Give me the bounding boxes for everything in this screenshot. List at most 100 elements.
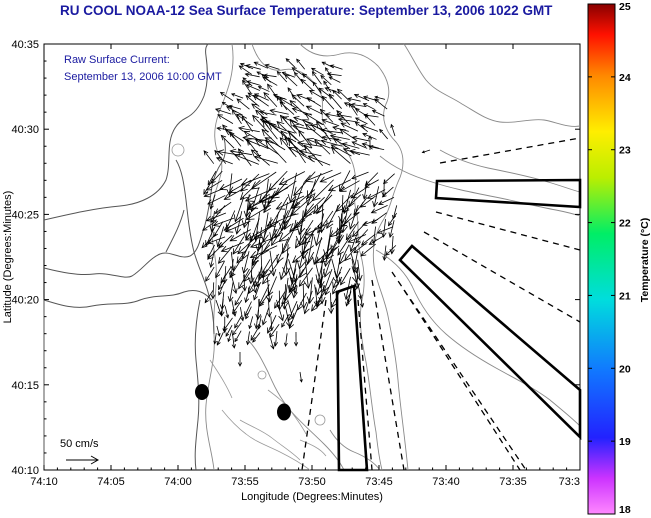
current-vector	[300, 78, 314, 92]
x-tick-label: 73:35	[499, 476, 527, 488]
current-vector	[207, 244, 224, 260]
current-vector	[351, 141, 368, 149]
x-tick-label: 73:50	[298, 476, 326, 488]
current-vector	[345, 291, 352, 307]
tick-marks	[43, 43, 581, 471]
colorbar-tick-label: 21	[619, 290, 631, 302]
map-title: RU COOL NOAA-12 Sea Surface Temperature:…	[60, 3, 553, 18]
current-vector	[207, 195, 226, 205]
current-vector	[276, 70, 288, 83]
current-vector	[231, 276, 238, 295]
current-vector	[253, 154, 278, 164]
y-tick-label: 40:30	[11, 124, 39, 136]
current-vector	[269, 316, 274, 332]
current-vector	[214, 108, 232, 115]
current-vector	[246, 139, 261, 157]
colorbar-tick-label: 24	[619, 72, 631, 84]
surface-current-vectors	[201, 58, 431, 383]
current-vector	[339, 180, 360, 192]
current-vector	[245, 64, 261, 70]
current-vector	[246, 331, 251, 346]
current-vector	[214, 201, 232, 214]
current-vector	[257, 86, 270, 92]
current-vector	[362, 219, 379, 226]
current-vector	[310, 67, 324, 76]
current-vector	[283, 333, 288, 347]
current-vector	[281, 284, 289, 310]
x-tick-label: 73:45	[365, 476, 393, 488]
current-vector	[374, 98, 388, 110]
current-vector	[227, 329, 233, 343]
current-vector	[326, 72, 342, 77]
y-tick-label: 40:10	[11, 465, 39, 477]
current-vector	[233, 153, 259, 165]
current-vector	[296, 237, 308, 270]
current-vector	[347, 234, 367, 243]
current-vector	[259, 187, 289, 203]
current-vector	[354, 117, 368, 125]
current-vector	[291, 274, 298, 299]
current-vector	[266, 298, 272, 318]
current-vector	[315, 284, 326, 309]
current-vector	[368, 235, 385, 245]
current-vector	[350, 186, 368, 199]
current-vector	[245, 306, 252, 320]
current-vector	[312, 237, 322, 266]
current-vector	[340, 212, 360, 227]
current-vector	[279, 253, 290, 281]
current-vector	[261, 307, 270, 326]
current-vector	[377, 196, 395, 205]
current-vector	[244, 72, 260, 78]
current-vector	[291, 123, 316, 131]
current-vector	[359, 195, 377, 208]
current-vector	[343, 102, 360, 110]
current-vector	[305, 105, 323, 115]
current-vector	[321, 118, 340, 127]
current-vector	[315, 268, 325, 296]
current-vector	[284, 73, 298, 87]
current-vector	[295, 219, 314, 249]
current-vector	[367, 135, 373, 150]
current-vector	[248, 274, 259, 295]
current-vector	[276, 299, 285, 322]
current-vector	[216, 325, 221, 337]
current-vector	[306, 277, 315, 305]
current-vector	[215, 156, 233, 165]
current-vector	[362, 181, 368, 200]
current-vector	[349, 149, 370, 156]
current-vector	[348, 204, 359, 230]
site-marker-east	[277, 403, 291, 421]
current-vector	[421, 149, 431, 154]
y-axis-label: Latitude (Degrees:Minutes)	[2, 191, 14, 324]
current-vector	[224, 129, 244, 142]
current-vector	[201, 233, 217, 249]
x-tick-label: 74:10	[30, 476, 58, 488]
current-vector	[324, 276, 335, 296]
current-vector	[231, 333, 236, 349]
current-vector	[281, 284, 298, 306]
current-vector	[265, 139, 287, 164]
scale-label: 50 cm/s	[60, 438, 99, 450]
current-vector	[252, 114, 269, 133]
current-vector	[269, 108, 289, 115]
current-vector	[237, 148, 252, 167]
current-vector	[267, 315, 277, 334]
current-vector	[212, 217, 235, 227]
current-vector	[230, 251, 236, 272]
current-vector	[245, 84, 261, 91]
current-vector	[220, 242, 244, 253]
current-vector	[301, 227, 316, 255]
current-vector	[330, 146, 351, 164]
current-vector	[323, 80, 332, 93]
current-vector	[252, 332, 261, 343]
current-vector	[238, 125, 260, 133]
current-vector	[329, 220, 349, 238]
current-vector	[223, 188, 244, 200]
current-vector	[321, 135, 342, 141]
current-vector	[210, 282, 216, 300]
current-vector	[233, 196, 245, 223]
annotation-line1: Raw Surface Current:	[64, 54, 170, 66]
colorbar-tick-label: 25	[619, 1, 631, 13]
current-vector	[316, 187, 334, 215]
current-vector	[207, 236, 226, 245]
